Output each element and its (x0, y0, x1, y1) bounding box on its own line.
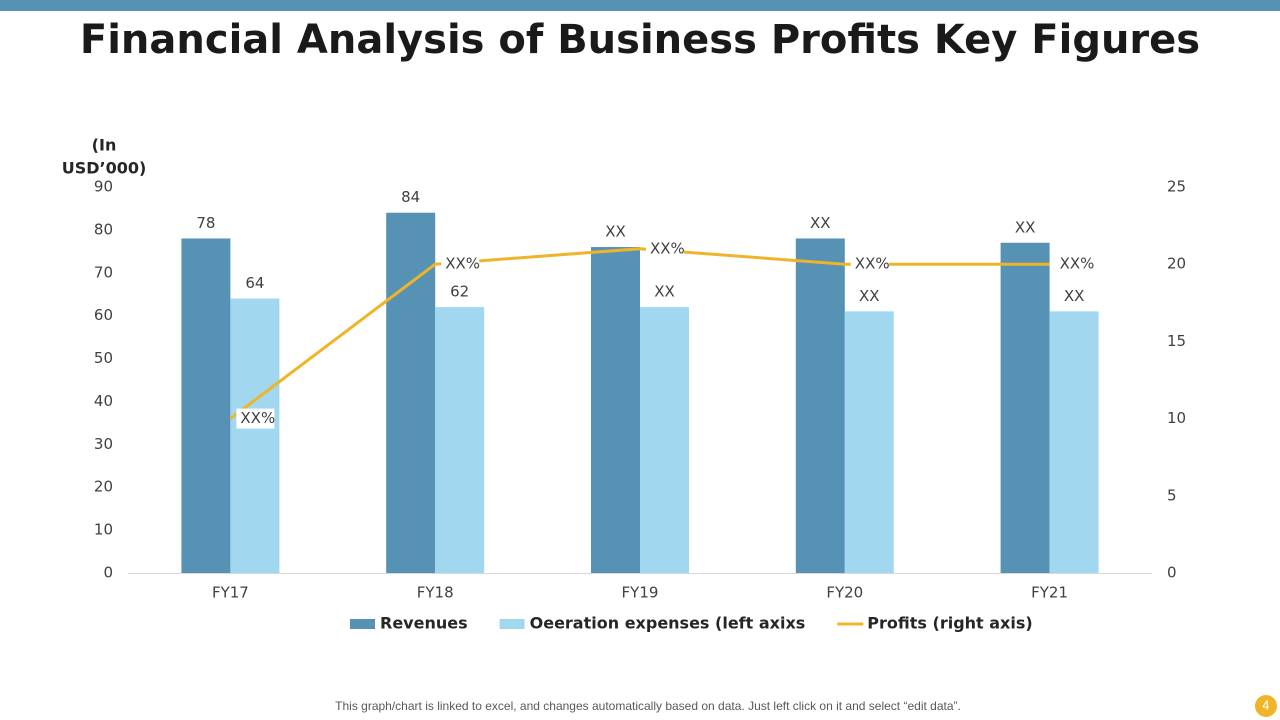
bar (386, 212, 436, 573)
bar (844, 311, 894, 573)
y-tick-label: 80 (94, 220, 113, 238)
data-label: XX (1015, 218, 1036, 236)
label-bg (850, 254, 889, 275)
data-label: XX% (650, 239, 685, 257)
x-tick-label: FY19 (622, 584, 659, 602)
bar (1049, 311, 1099, 573)
y-tick-label: 10 (94, 521, 113, 539)
y-tick-label: 0 (103, 564, 113, 582)
footnote: This graph/chart is linked to excel, and… (335, 699, 961, 713)
data-label: 62 (450, 283, 469, 301)
bar (640, 307, 689, 573)
data-label: XX% (1060, 255, 1095, 273)
data-label: XX (859, 287, 880, 305)
data-label: XX (1064, 287, 1085, 305)
data-label: XX% (855, 255, 890, 273)
data-label: XX (654, 283, 675, 301)
label-bg (1055, 254, 1094, 275)
bar (435, 307, 485, 573)
data-label: XX% (240, 409, 275, 427)
y-tick-label: 50 (94, 349, 113, 367)
top-bar (0, 0, 1280, 11)
y-tick-label: 40 (94, 392, 113, 410)
label-bg (441, 254, 480, 275)
y-tick-label: 60 (94, 306, 113, 324)
data-label: XX% (445, 255, 480, 273)
bar (591, 247, 640, 574)
x-tick-label: FY21 (1031, 584, 1068, 602)
legend-label: Profits (right axis) (867, 614, 1032, 633)
line (229, 247, 1050, 420)
label-bg (646, 238, 684, 259)
y-tick-label: 70 (94, 263, 113, 281)
legend-swatch (350, 619, 375, 629)
data-label: 78 (196, 214, 215, 232)
y2-tick-label: 15 (1167, 332, 1186, 350)
legend-swatch (499, 619, 525, 629)
y2-tick-label: 10 (1167, 409, 1186, 427)
x-tick-label: FY17 (212, 584, 249, 602)
y-tick-label: 20 (94, 478, 113, 496)
x-tick-label: FY18 (417, 584, 454, 602)
data-label: XX (605, 223, 626, 241)
data-label: 64 (245, 274, 264, 292)
y-axis-label: USD’000) (62, 159, 147, 178)
data-label: 84 (401, 188, 420, 206)
y-tick-label: 30 (94, 435, 113, 453)
bar (1000, 242, 1050, 573)
bar (230, 298, 280, 573)
label-bg (236, 408, 275, 429)
page-number: 4 (1262, 699, 1270, 713)
legend-label: Revenues (380, 614, 468, 633)
y2-tick-label: 25 (1167, 178, 1186, 196)
y-tick-label: 90 (94, 178, 113, 196)
page-badge (1255, 695, 1277, 717)
chart-title: Financial Analysis of Business Profits K… (80, 17, 1200, 63)
bar (181, 238, 231, 573)
y2-tick-label: 5 (1167, 486, 1177, 504)
y2-tick-label: 20 (1167, 255, 1186, 273)
legend-label: Oeeration expenses (left axixs (530, 614, 806, 633)
x-tick-label: FY20 (826, 584, 863, 602)
data-label: XX (810, 214, 831, 232)
bar (795, 238, 845, 573)
y-axis-label: (In (92, 136, 117, 155)
y2-tick-label: 0 (1167, 564, 1177, 582)
